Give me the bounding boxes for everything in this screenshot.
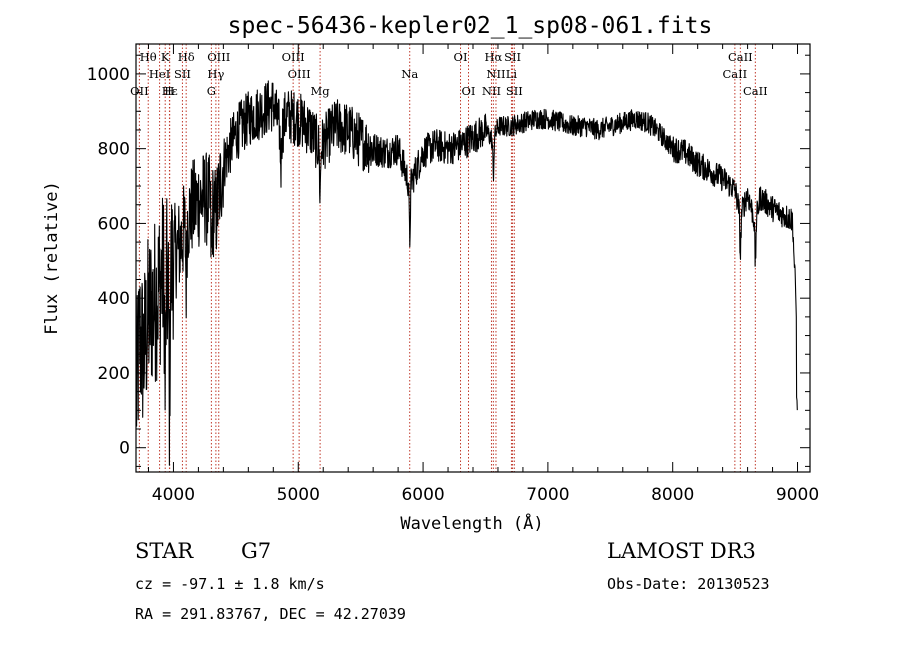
y-axis-label: Flux (relative) [42,181,62,335]
spectral-line-label: Li [506,67,518,81]
spectral-line-label: OI [462,84,476,98]
x-axis: 4000 5000 6000 7000 8000 9000 [147,44,819,505]
spectral-line-label: Hε [162,84,178,98]
spectral-line-markers [138,44,756,472]
y-tick-label: 800 [98,140,130,160]
spectral-line-label: SII [174,67,191,81]
object-class: STAR [135,539,194,563]
spectral-line-label: NII [486,67,505,81]
spectral-line-label: Hθ [140,50,157,64]
y-tick-label: 200 [98,364,130,384]
spectral-line-label: SII [506,84,523,98]
spectral-line-label: OIII [207,50,230,64]
spectral-line-label: CaII [743,84,768,98]
y-tick-label: 400 [98,289,130,309]
obs-date: Obs-Date: 20130523 [607,575,770,593]
spectral-line-label: OIII [282,50,305,64]
spectral-line-label: Hγ [207,67,224,81]
spectral-line-label: CaII [722,67,747,81]
spectral-line-label: OII [130,84,149,98]
x-tick-label: 7000 [526,485,569,505]
y-tick-label: 0 [119,439,130,459]
x-tick-label: 4000 [152,485,195,505]
redshift-info: cz = -97.1 ± 1.8 km/s [135,575,325,593]
spectral-line-label: K [161,50,170,64]
plot-frame [135,43,811,473]
spectral-line-label: Na [401,67,418,81]
chart-title: spec-56436-kepler02_1_sp08-061.fits [228,13,713,39]
coordinates: RA = 291.83767, DEC = 42.27039 [135,605,406,623]
y-tick-label: 600 [98,214,130,234]
spectral-line-label: OI [454,50,468,64]
spectrum-line [135,80,798,466]
object-subclass: G7 [241,539,271,563]
x-tick-label: 9000 [776,485,819,505]
survey-name: LAMOST DR3 [607,539,756,563]
y-tick-label: 1000 [87,65,130,85]
spectral-line-label: OIII [288,67,311,81]
spectral-line-label: SII [504,50,521,64]
x-axis-label: Wavelength (Å) [400,512,543,534]
spectral-line-label: CaII [728,50,753,64]
x-tick-label: 5000 [277,485,320,505]
spectral-line-label: H [164,84,174,98]
x-tick-label: 8000 [651,485,694,505]
spectral-line-label: Hδ [178,50,195,64]
spectral-line-label: NII [482,84,501,98]
spectral-line-label: G [207,84,216,98]
spectral-line-label: HeI [149,67,170,81]
x-tick-label: 6000 [401,485,444,505]
spectral-line-label: Mg [311,84,331,98]
spectral-line-label: Hα [484,50,502,64]
y-axis: 0 200 400 600 800 1000 [87,54,810,467]
